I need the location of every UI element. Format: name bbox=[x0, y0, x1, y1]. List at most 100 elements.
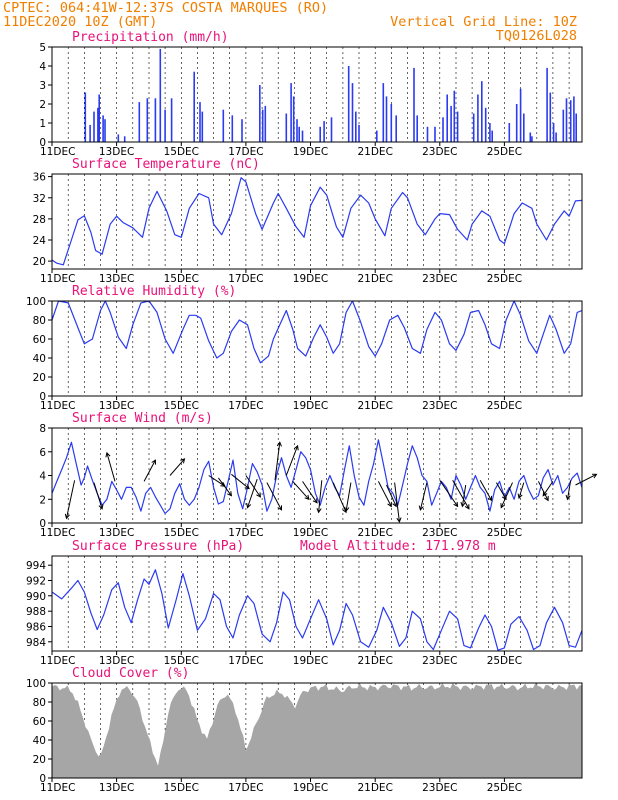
wind-vector-head bbox=[392, 501, 397, 508]
wind-vector-head bbox=[246, 503, 252, 509]
wind-vector-head bbox=[464, 504, 470, 510]
temp-frame bbox=[51, 173, 583, 270]
wind-vector-head bbox=[396, 517, 402, 523]
precip-bar bbox=[89, 124, 91, 142]
precip-bar bbox=[413, 67, 415, 142]
wind-vector-shaft bbox=[500, 482, 513, 508]
wind-vector-shaft bbox=[266, 482, 282, 511]
wind-x-tick-label: 15DEC bbox=[164, 527, 199, 539]
temp-y-tick-label: 36 bbox=[33, 172, 47, 184]
precip-bar bbox=[347, 66, 350, 142]
precip-bar bbox=[241, 119, 243, 142]
precip-bar bbox=[562, 109, 565, 142]
wind-vector-shaft bbox=[386, 484, 397, 507]
wind-x-tick-label: 17DEC bbox=[228, 527, 263, 539]
psfc-y-tick-label: 990 bbox=[26, 591, 46, 603]
psfc-y-tick-label: 992 bbox=[26, 576, 46, 588]
precip-y-tick-label: 0 bbox=[39, 137, 46, 149]
wind-vector-head bbox=[244, 484, 250, 490]
precip-bar bbox=[484, 107, 487, 142]
psfc-y-tick-label: 994 bbox=[26, 560, 46, 572]
wind-vector-shaft bbox=[394, 482, 400, 522]
precip-bar bbox=[117, 134, 120, 142]
rh-x-tick-label: 19DEC bbox=[293, 400, 328, 412]
rh-frame bbox=[51, 300, 583, 397]
precip-bar bbox=[382, 83, 385, 142]
precip-bar bbox=[481, 81, 483, 142]
wind-vector-shaft bbox=[143, 459, 156, 482]
cloud-x-tick-label: 17DEC bbox=[228, 782, 263, 794]
wind-vector-shaft bbox=[292, 481, 310, 500]
precip-bar bbox=[434, 126, 436, 142]
precip-bar bbox=[555, 132, 557, 142]
precip-bar bbox=[546, 67, 548, 142]
precip-bar bbox=[93, 111, 95, 142]
rh-series-line bbox=[51, 300, 583, 364]
temp-y-tick-label: 28 bbox=[33, 214, 46, 226]
pressure-panel: Surface Pressure (hPa) Model Altitude: 1… bbox=[26, 539, 583, 667]
wind-vector-shaft bbox=[274, 442, 281, 481]
precip-y-tick-label: 2 bbox=[39, 99, 46, 111]
precip-bar bbox=[201, 111, 204, 142]
precip-bar bbox=[259, 85, 261, 142]
precip-bar bbox=[102, 115, 104, 142]
precip-bar bbox=[446, 94, 448, 142]
rh-y-tick-label: 0 bbox=[39, 391, 46, 403]
precip-bar bbox=[292, 96, 295, 142]
cloud-x-tick-label: 21DEC bbox=[357, 782, 392, 794]
wind-vector-shaft bbox=[575, 473, 597, 486]
precip-bar bbox=[97, 107, 99, 142]
temp-series-line bbox=[51, 177, 583, 266]
wind-vector-shaft bbox=[217, 477, 232, 496]
precip-bar bbox=[531, 136, 533, 142]
temp-x-tick-label: 21DEC bbox=[357, 273, 392, 285]
wind-vector-head bbox=[304, 494, 310, 501]
wind-vector-shaft bbox=[285, 445, 299, 476]
precip-y-tick-label: 3 bbox=[39, 80, 46, 92]
cloud-x-tick-label: 23DEC bbox=[422, 782, 457, 794]
wind-vector-head bbox=[544, 495, 549, 502]
cloud-x-tick-label: 15DEC bbox=[164, 782, 199, 794]
wind-vector-shaft bbox=[452, 480, 470, 510]
wind-vector-head bbox=[256, 492, 261, 498]
precip-x-tick-label: 25DEC bbox=[487, 146, 522, 158]
psfc-x-tick-label: 21DEC bbox=[357, 655, 392, 667]
wind-vector-shaft bbox=[345, 482, 352, 512]
wind-vector-shaft bbox=[332, 482, 347, 513]
rh-y-tick-label: 20 bbox=[33, 372, 46, 384]
wind-vector-shaft bbox=[245, 475, 261, 498]
precip-bar bbox=[319, 126, 321, 142]
wind-x-tick-label: 19DEC bbox=[293, 527, 328, 539]
precip-x-tick-label: 19DEC bbox=[293, 146, 328, 158]
temp-x-tick-label: 15DEC bbox=[164, 273, 199, 285]
temp-x-tick-label: 11DEC bbox=[40, 273, 75, 285]
wind-vector-head bbox=[105, 451, 111, 458]
wind-series-line bbox=[51, 439, 583, 515]
precip-bar bbox=[523, 113, 525, 142]
psfc-x-tick-label: 15DEC bbox=[164, 655, 199, 667]
precip-bar bbox=[123, 136, 126, 142]
wind-vector-shaft bbox=[106, 452, 116, 482]
precip-bar bbox=[552, 123, 555, 142]
precip-bar bbox=[575, 113, 577, 142]
precip-y-tick-label: 5 bbox=[39, 42, 46, 54]
precip-x-tick-label: 21DEC bbox=[357, 146, 392, 158]
psfc-y-tick-label: 988 bbox=[26, 606, 46, 618]
wind-vector-head bbox=[418, 505, 424, 511]
rh-x-tick-label: 21DEC bbox=[357, 400, 392, 412]
precip-bar bbox=[84, 92, 87, 142]
precip-bar bbox=[376, 130, 378, 142]
wind-vector-shaft bbox=[419, 482, 428, 511]
precip-bar bbox=[285, 113, 288, 142]
rh-x-tick-label: 15DEC bbox=[164, 400, 199, 412]
header-run-time: 11DEC2020 10Z (GMT) bbox=[3, 14, 157, 30]
header-grid-note: Vertical Grid Line: 10Z bbox=[390, 14, 577, 30]
precip-bar bbox=[199, 102, 201, 142]
precip-bar bbox=[508, 123, 511, 142]
pressure-title: Surface Pressure (hPa) bbox=[72, 539, 244, 554]
wind-frame bbox=[51, 427, 583, 524]
temperature-title: Surface Temperature (nC) bbox=[72, 157, 260, 172]
precip-bar bbox=[159, 48, 162, 142]
wind-vector-head bbox=[64, 513, 70, 520]
